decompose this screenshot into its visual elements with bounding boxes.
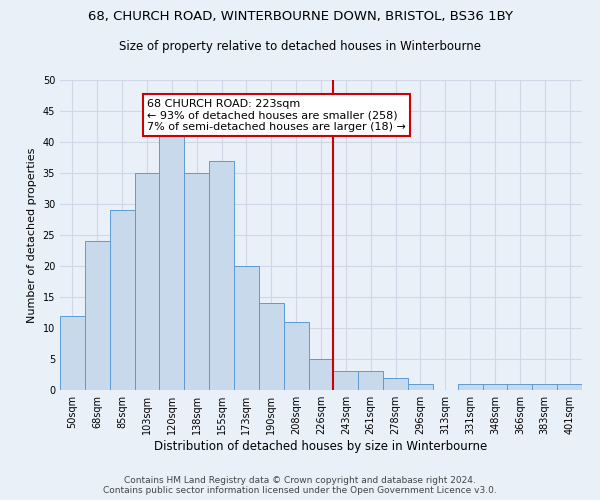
Bar — [60, 316, 85, 390]
Bar — [508, 384, 532, 390]
Bar — [358, 372, 383, 390]
Bar — [308, 359, 334, 390]
Text: Size of property relative to detached houses in Winterbourne: Size of property relative to detached ho… — [119, 40, 481, 53]
Bar — [85, 241, 110, 390]
Bar — [557, 384, 582, 390]
Bar — [284, 322, 308, 390]
Bar — [532, 384, 557, 390]
Bar — [458, 384, 482, 390]
Bar — [234, 266, 259, 390]
Bar — [408, 384, 433, 390]
Text: 68, CHURCH ROAD, WINTERBOURNE DOWN, BRISTOL, BS36 1BY: 68, CHURCH ROAD, WINTERBOURNE DOWN, BRIS… — [88, 10, 512, 23]
Bar — [184, 173, 209, 390]
Text: 68 CHURCH ROAD: 223sqm
← 93% of detached houses are smaller (258)
7% of semi-det: 68 CHURCH ROAD: 223sqm ← 93% of detached… — [147, 98, 406, 132]
Bar — [110, 210, 134, 390]
Bar — [383, 378, 408, 390]
Bar — [482, 384, 508, 390]
Y-axis label: Number of detached properties: Number of detached properties — [27, 148, 37, 322]
Bar — [259, 303, 284, 390]
Bar — [134, 173, 160, 390]
Bar — [209, 160, 234, 390]
Bar — [160, 130, 184, 390]
Bar — [334, 372, 358, 390]
X-axis label: Distribution of detached houses by size in Winterbourne: Distribution of detached houses by size … — [154, 440, 488, 453]
Text: Contains HM Land Registry data © Crown copyright and database right 2024.
Contai: Contains HM Land Registry data © Crown c… — [103, 476, 497, 495]
